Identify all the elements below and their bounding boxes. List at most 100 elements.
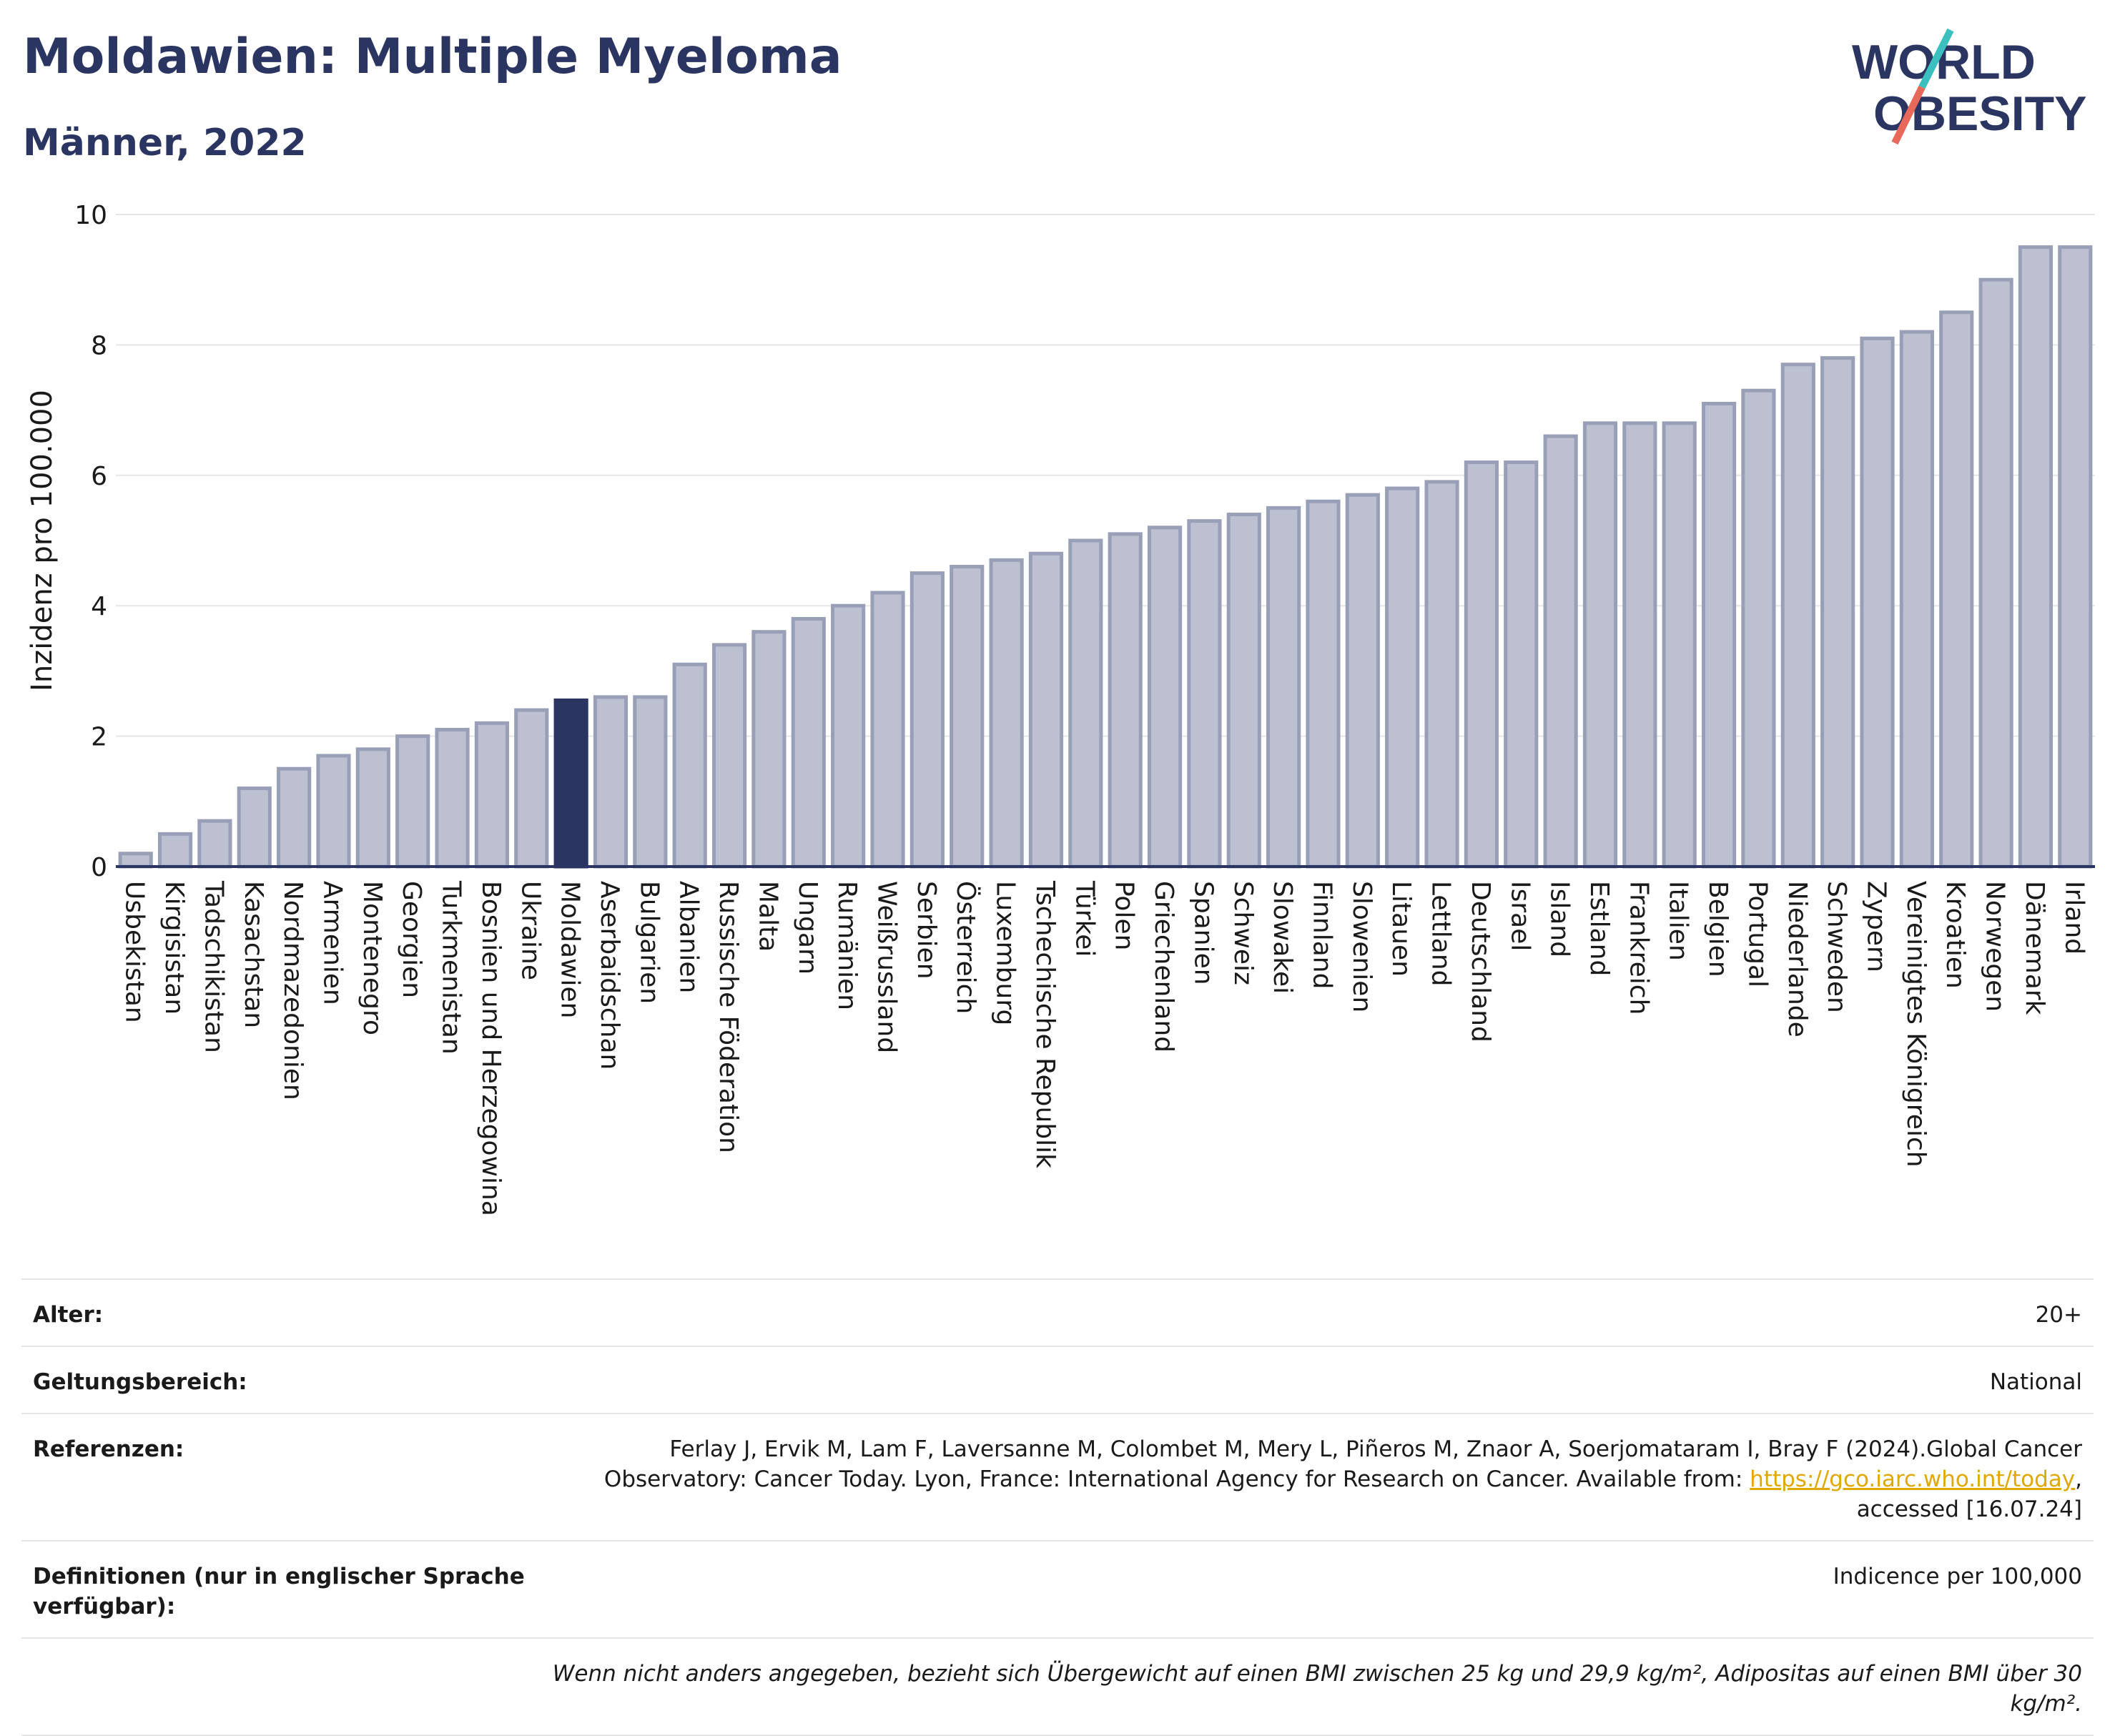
bar-italien	[1662, 421, 1697, 869]
bar-türkei	[1068, 538, 1103, 869]
bar-schweiz	[1226, 513, 1261, 869]
bar-armenien	[316, 754, 351, 869]
x-tick-label: Lettland	[1426, 881, 1456, 987]
bar-tadschikistan	[197, 819, 232, 869]
chart-title: Moldawien: Multiple Myeloma	[23, 29, 842, 85]
x-tick-label: Island	[1545, 881, 1574, 957]
reference-link[interactable]: https://gco.iarc.who.int/today	[1750, 1466, 2076, 1492]
bar-portugal	[1741, 388, 1776, 869]
x-tick-label: Zypern	[1862, 881, 1891, 972]
bar-nordmazedonien	[277, 766, 312, 869]
bar-malta	[751, 630, 787, 869]
meta-row-note: Wenn nicht anders angegeben, bezieht sic…	[21, 1637, 2094, 1736]
meta-label: Referenzen:	[33, 1436, 184, 1462]
meta-value: Indicence per 100,000	[1833, 1564, 2082, 1589]
y-axis-label: Inzidenz pro 100.000	[26, 390, 59, 691]
y-tick-label: 6	[91, 462, 107, 491]
x-tick-label: Estland	[1584, 881, 1614, 976]
bar-bulgarien	[633, 695, 668, 869]
x-tick-label: Dänemark	[2020, 881, 2049, 1015]
x-tick-label: Russische Föderation	[714, 881, 743, 1153]
bar-polen	[1108, 532, 1143, 869]
chart-subtitle: Männer, 2022	[23, 122, 307, 164]
bar-ungarn	[791, 616, 826, 869]
bar-kasachstan	[237, 786, 272, 869]
bar-chart: 0 2 4 6 8 10 Inzidenz pro 100.000 Usbekistan Kir…	[26, 201, 2095, 1216]
bar-belgien	[1701, 401, 1737, 869]
x-tick-label: Deutschland	[1466, 881, 1495, 1042]
bar-lettland	[1424, 480, 1459, 869]
bar-schweden	[1820, 356, 1855, 869]
bar-dänemark	[2018, 245, 2054, 869]
bar-serbien	[909, 571, 945, 869]
bar-slowakei	[1266, 505, 1301, 869]
bar-israel	[1504, 460, 1539, 869]
x-tick-label: Österreich	[951, 881, 981, 1014]
bar-estland	[1582, 421, 1618, 869]
x-tick-label: Ungarn	[793, 881, 822, 975]
meta-value: 20+	[2035, 1302, 2082, 1328]
meta-row-geltung: Geltungsbereich: National	[21, 1346, 2094, 1413]
meta-label: Alter:	[33, 1302, 104, 1328]
bar-spanien	[1187, 519, 1222, 869]
x-tick-label: Bulgarien	[634, 881, 664, 1004]
bar-slowenien	[1345, 493, 1380, 869]
x-tick-label: Türkei	[1070, 880, 1099, 957]
x-tick-label: Montenegro	[358, 881, 387, 1035]
x-tick-label: Norwegen	[1981, 881, 2010, 1012]
bar-albanien	[672, 662, 707, 869]
meta-row-definitionen: Definitionen (nur in englischer Sprache …	[21, 1540, 2094, 1637]
footnote: Wenn nicht anders angegeben, bezieht sic…	[552, 1661, 2082, 1717]
x-tick-label: Serbien	[912, 881, 941, 980]
bar-rumänien	[831, 603, 866, 869]
x-tick-label: Portugal	[1742, 881, 1772, 987]
x-tick-label: Armenien	[317, 881, 347, 1005]
bar-zypern	[1860, 336, 1895, 869]
meta-label: Definitionen (nur in englischer Sprache …	[33, 1564, 525, 1619]
bar-deutschland	[1464, 460, 1499, 869]
x-tick-label: Tschechische Republik	[1030, 880, 1060, 1168]
world-obesity-logo: WORLD OBESITY	[1852, 29, 2087, 145]
bar-irland	[2058, 245, 2093, 869]
reference-part: Ferlay J, Ervik M, Lam F, Laversanne M, …	[603, 1436, 2082, 1492]
x-tick-label: Irland	[2059, 881, 2089, 955]
logo-slash-teal	[1918, 29, 1954, 89]
x-tick-label: Usbekistan	[120, 881, 149, 1023]
x-tick-label: Moldawien	[556, 881, 585, 1018]
x-tick-label: Weißrussland	[872, 881, 902, 1053]
x-tick-label: Aserbaidschan	[595, 881, 624, 1070]
meta-value: National	[1989, 1369, 2082, 1395]
y-tick-label: 2	[91, 723, 107, 752]
bar-usbekistan	[118, 852, 153, 869]
logo-slash-red	[1891, 85, 1926, 145]
x-tick-label: Luxemburg	[991, 881, 1020, 1025]
x-tick-label: Niederlande	[1783, 881, 1812, 1037]
bar-luxemburg	[989, 558, 1024, 869]
bar-kroatien	[1939, 310, 1974, 869]
bar-aserbaidschan	[593, 695, 628, 869]
meta-label: Geltungsbereich:	[33, 1369, 247, 1395]
bar-weißrussland	[870, 591, 905, 869]
x-tick-label: Polen	[1110, 881, 1139, 950]
x-tick-label: Schweiz	[1228, 881, 1258, 985]
bar-bosnien-und-herzegowina	[474, 721, 510, 869]
x-tick-label: Italien	[1664, 881, 1693, 961]
x-tick-label: Georgien	[397, 881, 426, 998]
x-tick-label: Belgien	[1703, 881, 1732, 977]
x-tick-label: Vereinigtes Königreich	[1901, 881, 1931, 1168]
x-tick-label: Israel	[1505, 881, 1534, 951]
bar-island	[1543, 434, 1578, 869]
x-tick-label: Kroatien	[1941, 881, 1970, 989]
x-tick-label: Finnland	[1307, 881, 1336, 989]
reference-text: Ferlay J, Ervik M, Lam F, Laversanne M, …	[545, 1434, 2082, 1524]
bar-frankreich	[1622, 421, 1657, 869]
x-tick-label: Slowakei	[1268, 881, 1297, 994]
x-tick-label: Albanien	[674, 881, 704, 993]
x-tick-label: Kasachstan	[239, 881, 268, 1028]
x-tick-label: Bosnien und Herzegowina	[476, 881, 506, 1216]
x-tick-label: Frankreich	[1624, 881, 1653, 1015]
bar-finnland	[1306, 499, 1341, 869]
y-tick-label: 10	[74, 201, 107, 230]
x-tick-label: Slowenien	[1347, 881, 1376, 1012]
bar-tschechische-republik	[1028, 551, 1064, 869]
